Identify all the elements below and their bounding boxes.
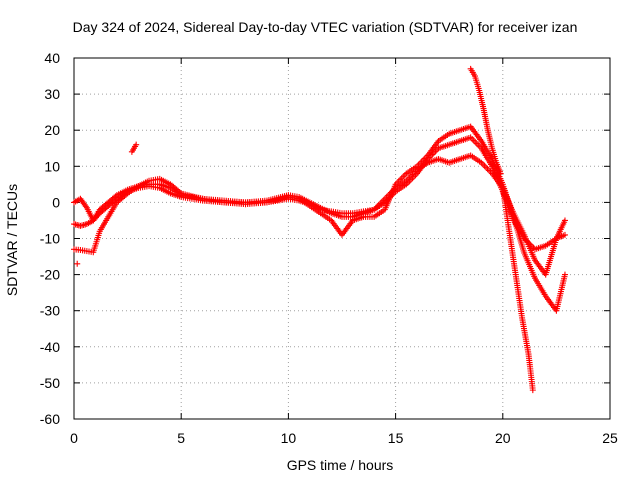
y-tick-label: -50 bbox=[40, 375, 60, 391]
x-tick-label: 20 bbox=[495, 430, 511, 446]
x-tick-label: 0 bbox=[70, 430, 78, 446]
data-point bbox=[95, 211, 102, 218]
grid-lines bbox=[74, 58, 610, 419]
x-tick-label: 10 bbox=[281, 430, 297, 446]
y-tick-label: -40 bbox=[40, 339, 60, 355]
series-outlier bbox=[74, 260, 81, 267]
data-point bbox=[561, 271, 568, 278]
data-point bbox=[133, 141, 140, 148]
data-points bbox=[71, 65, 568, 394]
data-point bbox=[90, 217, 97, 224]
data-point bbox=[92, 214, 99, 221]
data-point bbox=[561, 231, 568, 238]
data-point bbox=[482, 164, 489, 171]
y-tick-label: 10 bbox=[44, 158, 60, 174]
y-tick-label: 40 bbox=[44, 50, 60, 66]
series-cluster bbox=[128, 141, 140, 155]
series-spike-down bbox=[499, 184, 536, 394]
x-tick-label: 15 bbox=[388, 430, 404, 446]
data-point bbox=[94, 213, 101, 220]
y-tick-label: 0 bbox=[52, 194, 60, 210]
x-tick-label: 25 bbox=[602, 430, 618, 446]
data-point bbox=[497, 170, 504, 177]
series-spike-up bbox=[467, 65, 504, 177]
x-axis-label: GPS time / hours bbox=[287, 457, 394, 473]
y-tick-label: -10 bbox=[40, 231, 60, 247]
data-point bbox=[479, 161, 486, 168]
data-point bbox=[529, 387, 536, 394]
y-axis-label: SDTVAR / TECUs bbox=[4, 184, 20, 296]
data-point bbox=[91, 216, 98, 223]
data-point bbox=[74, 260, 81, 267]
data-point bbox=[561, 217, 568, 224]
data-point bbox=[469, 135, 476, 142]
chart-title: Day 324 of 2024, Sidereal Day-to-day VTE… bbox=[73, 19, 578, 35]
y-tick-label: -30 bbox=[40, 303, 60, 319]
y-tick-label: -60 bbox=[40, 411, 60, 427]
axis-ticks: 40 30 20 10 0 -10 -20 -30 -40 -50 -60 0 5 10 15 20 25 bbox=[40, 50, 618, 446]
y-tick-label: -20 bbox=[40, 267, 60, 283]
data-point bbox=[481, 162, 488, 169]
y-tick-label: 30 bbox=[44, 86, 60, 102]
y-tick-label: 20 bbox=[44, 122, 60, 138]
x-tick-label: 5 bbox=[177, 430, 185, 446]
series-track-c bbox=[71, 152, 568, 278]
data-point bbox=[112, 196, 119, 203]
